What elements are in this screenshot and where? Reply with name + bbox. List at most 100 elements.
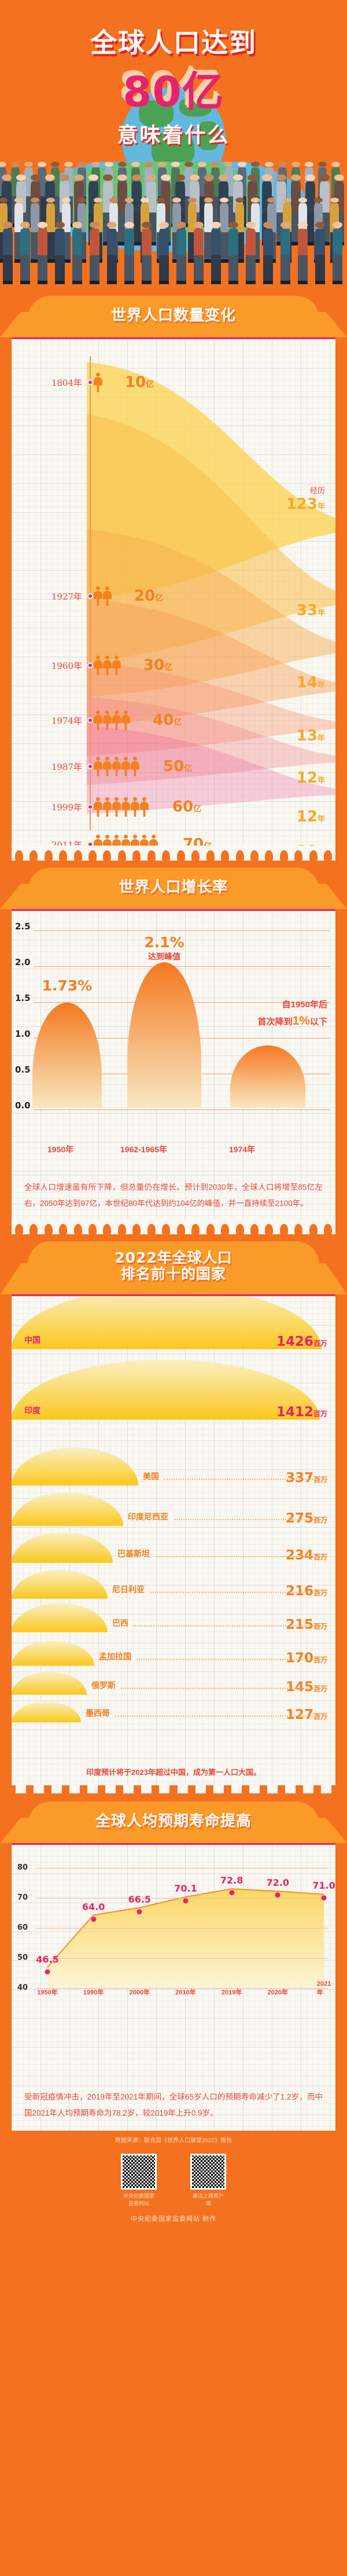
section1-heading: 世界人口数量变化: [110, 307, 236, 325]
scallop-dot: [235, 850, 244, 863]
leader-line: [156, 1556, 327, 1558]
country-value: 337百万: [285, 1471, 327, 1486]
person-figure: [20, 222, 30, 285]
country-row: 俄罗斯 145百万: [12, 1680, 335, 1697]
ytick-label: 0.0: [15, 1100, 31, 1111]
country-name: 俄罗斯: [91, 1681, 116, 1691]
country-value: 1412百万: [276, 1405, 327, 1420]
scallop-dot: [147, 850, 156, 863]
country-name: 印度: [24, 1406, 40, 1416]
person-figure: [263, 222, 273, 285]
chart-life-expectancy: 80 70 60 50 40 46.5 64.0 66.5 70.1 72.8 72.0 71.0 …: [12, 1843, 335, 2086]
hero-subtitle: 意味着什么: [117, 124, 230, 147]
data-point: [275, 1892, 280, 1898]
data-label: 71.0: [312, 1880, 335, 1892]
scallop-dot: [176, 850, 185, 863]
country-name: 巴西: [112, 1618, 128, 1628]
section1-banner: 世界人口数量变化: [0, 289, 347, 337]
milestone-value: 70亿: [183, 836, 212, 846]
section4-banner: 全球人均预期寿命提高: [0, 1795, 347, 1844]
data-point: [136, 1909, 142, 1915]
section4-paragraph: 受新冠疫情冲击，2019年至2021年期间，全球65岁人口的预期寿命减少了1.2…: [24, 2093, 323, 2118]
qr-code-icon: [121, 2153, 157, 2190]
country-row: 印度 1412百万: [12, 1405, 335, 1422]
person-icon: [94, 835, 102, 846]
person-icon-group: [94, 835, 158, 846]
person-icon: [103, 710, 112, 730]
person-figure: [333, 222, 342, 285]
country-row: 孟加拉国 170百万: [12, 1651, 335, 1668]
person-figure: [298, 222, 308, 285]
ytick-label: 80: [17, 1863, 28, 1873]
person-figure: [90, 222, 99, 285]
country-name: 巴基斯坦: [117, 1549, 150, 1559]
milestone-value: 50亿: [163, 758, 193, 775]
person-figure: [132, 174, 142, 248]
annotation-1: 1.73%: [42, 977, 93, 994]
person-figure: [38, 222, 47, 285]
gridline: [34, 966, 330, 967]
gap-label: 14年: [297, 674, 325, 691]
person-icon: [94, 373, 102, 392]
milestone-year: 1804年: [51, 377, 82, 388]
milestone-row: 2011年 70亿: [12, 833, 335, 846]
qr-right[interactable]: 廉洁之路客户端: [190, 2153, 226, 2207]
data-label: 72.0: [266, 1877, 290, 1888]
scallop-dot: [44, 1224, 53, 1237]
milestone-year: 1987年: [51, 761, 82, 772]
scallop-divider-3: [12, 1785, 335, 1795]
gap-years: 11年: [297, 843, 325, 846]
qr-left[interactable]: 中央纪委国家监委网站: [121, 2153, 157, 2207]
ytick-label: 70: [17, 1893, 28, 1903]
gridline: [36, 1898, 328, 1899]
milestone-row: 1927年 20亿: [12, 585, 335, 608]
made-by: 中央纪委国家监委网站 制作: [130, 2215, 217, 2223]
gap-label: 11年: [297, 843, 325, 846]
country-row: 巴基斯坦 234百万: [12, 1548, 335, 1565]
person-figure: [194, 222, 204, 285]
milestone-row: 1960年 30亿: [12, 654, 335, 677]
scallop-dot: [206, 850, 215, 863]
xtick-label: 2020年: [267, 1989, 289, 1997]
person-icon: [94, 710, 102, 730]
scallop-dot: [44, 850, 53, 863]
scallop-dot: [162, 850, 171, 863]
section3-heading: 2022年全球人口 排名前十的国家: [115, 1249, 232, 1283]
gap-prefix: 经历: [309, 486, 325, 495]
person-figure: [228, 222, 238, 285]
ytick-label: 2.0: [15, 957, 31, 967]
scallop-dot: [176, 1224, 185, 1237]
gap-years: 123年: [286, 496, 325, 513]
milestone-value: 40亿: [153, 712, 182, 729]
xlabel-1962: 1962-1965年: [120, 1145, 167, 1154]
scallop-dot: [162, 1224, 171, 1237]
person-icon-group: [94, 797, 149, 817]
country-value: 275百万: [285, 1511, 327, 1527]
data-label: 64.0: [82, 1901, 105, 1912]
person-icon: [94, 797, 102, 817]
scallop-dot: [132, 1224, 141, 1237]
person-icon: [121, 835, 130, 846]
person-icon: [94, 586, 102, 606]
person-icon: [112, 757, 121, 776]
person-icon: [103, 757, 112, 776]
milestone-dot: [87, 662, 93, 668]
country-value: 1426百万: [276, 1334, 327, 1350]
xlabel-1974: 1974年: [229, 1145, 256, 1154]
country-name: 中国: [24, 1335, 40, 1345]
gridline: [36, 1958, 328, 1959]
person-icon: [103, 835, 112, 846]
scallop-dot: [279, 1224, 288, 1237]
scallop-dot: [250, 850, 259, 863]
scallop-dot: [88, 850, 97, 863]
data-point: [91, 1916, 97, 1922]
scallop-dot: [250, 1224, 259, 1237]
person-figure: [219, 198, 228, 266]
scallop-dot: [59, 1224, 68, 1237]
milestone-row: 1804年 10亿: [12, 371, 335, 394]
scallop-dot: [265, 850, 274, 863]
scallop-divider-1: [12, 846, 335, 863]
milestone-year: 1974年: [51, 715, 82, 726]
person-icon: [131, 835, 139, 846]
person-icon-group: [94, 373, 102, 392]
